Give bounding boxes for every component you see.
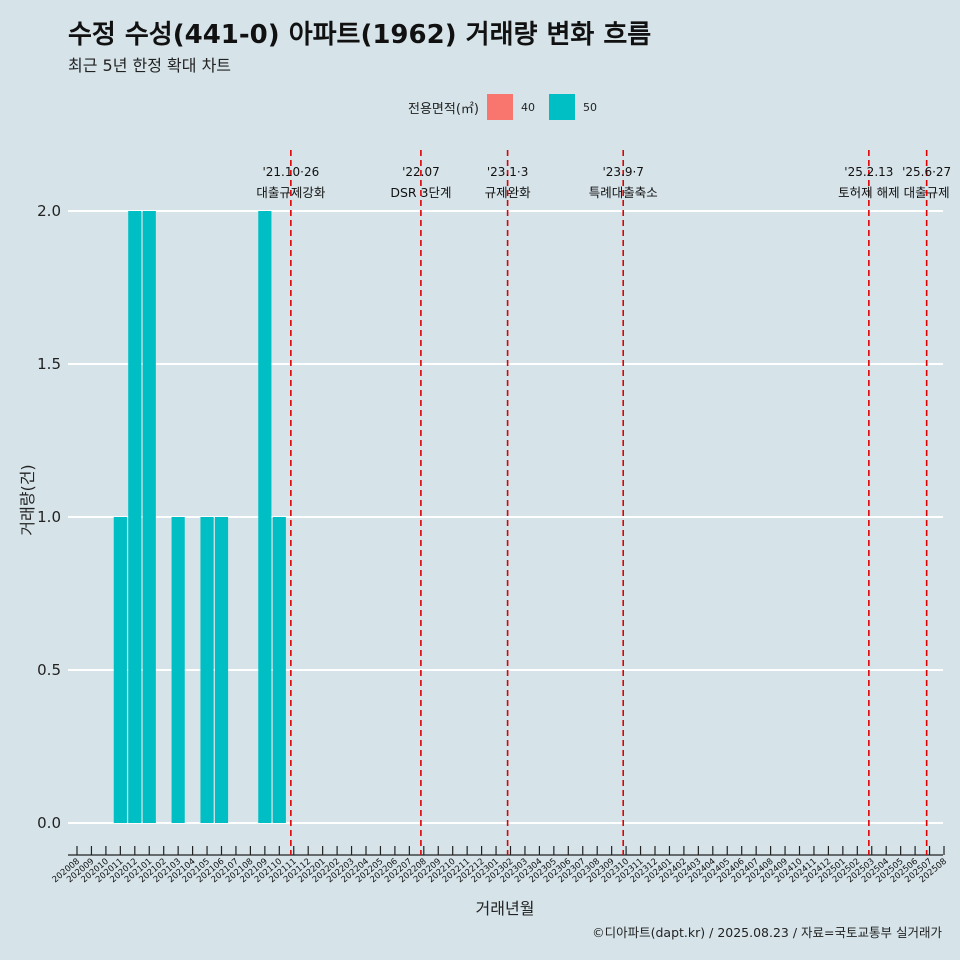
chart-title: 수정 수성(441-0) 아파트(1962) 거래량 변화 흐름 [68,20,652,50]
event-date-label: '23.9·7 [602,165,643,179]
bar [258,211,272,823]
bar [272,517,286,823]
bar [171,517,185,823]
event-name-label: 대출규제 [904,185,950,200]
y-tick-label: 0.0 [37,814,61,832]
bar [128,211,142,823]
event-name-label: 규제완화 [485,185,532,200]
event-date-label: '23.1·3 [487,165,528,179]
legend-key-50 [548,94,575,120]
chart-subtitle: 최근 5년 한정 확대 차트 [68,56,232,75]
event-name-label: DSR 3단계 [390,185,451,200]
bar [214,517,229,823]
event-date-label: '25.2.13 [844,165,893,179]
x-axis-title: 거래년월 [476,899,535,918]
legend-label-40: 40 [520,100,535,114]
legend: 전용면적(㎡) 40 50 [408,93,611,121]
bar [113,517,127,823]
y-tick-label: 1.0 [37,508,61,526]
bar [200,517,214,823]
event-name-label: 특례대출축소 [589,185,658,200]
y-tick-label: 0.5 [37,661,61,679]
bar [142,211,156,823]
source-caption: ©디아파트(dapt.kr) / 2025.08.23 / 자료=국토교통부 실… [592,925,942,940]
event-name-label: 대출규제강화 [256,185,326,200]
y-axis-title: 거래량(건) [18,464,37,535]
event-name-label: 토허제 해제 [838,185,899,200]
legend-title: 전용면적(㎡) [408,101,479,117]
y-tick-label: 2.0 [37,202,61,220]
event-date-label: '22.07 [402,165,440,179]
event-date-label: '25.6·27 [902,165,951,179]
event-date-label: '21.10·26 [262,165,319,179]
legend-key-40 [486,94,513,120]
y-tick-label: 1.5 [37,355,61,373]
legend-label-50: 50 [582,100,597,114]
